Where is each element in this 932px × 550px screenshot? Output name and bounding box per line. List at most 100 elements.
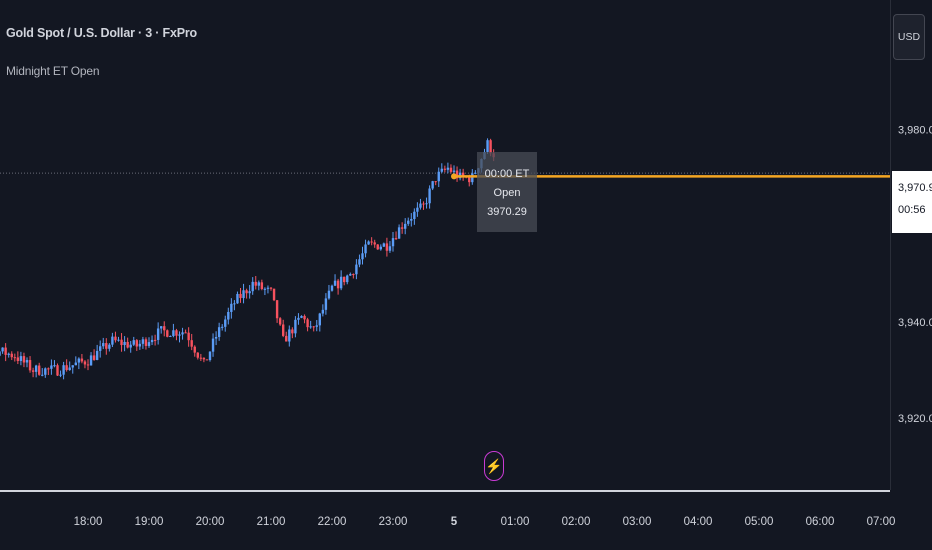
candle-body xyxy=(208,351,212,361)
candle-body xyxy=(358,259,361,265)
candle-body xyxy=(38,365,41,375)
symbol-title[interactable]: Gold Spot / U.S. Dollar · 3 · FxPro xyxy=(6,26,197,40)
candle-body xyxy=(248,291,251,294)
candle-body xyxy=(486,140,489,152)
candle-body xyxy=(346,275,349,283)
candle-body xyxy=(224,319,227,327)
candle-body xyxy=(211,338,215,352)
candle-body xyxy=(160,326,163,329)
open-line-tooltip: 00:00 ET Open 3970.29 xyxy=(477,152,537,232)
tooltip-value: 3970.29 xyxy=(487,206,527,218)
candle-body xyxy=(22,356,26,363)
candle-body xyxy=(266,287,270,289)
y-tick-label: 3,920.00 xyxy=(898,413,932,425)
candle-body xyxy=(330,285,334,291)
candle-body xyxy=(489,140,492,154)
candle-body xyxy=(214,337,218,339)
candle-body xyxy=(339,276,343,289)
candle-body xyxy=(7,353,10,355)
x-tick-label: 03:00 xyxy=(623,516,652,528)
candle-body xyxy=(452,170,456,172)
candle-body xyxy=(47,368,50,370)
y-tick-label: 3,980.00 xyxy=(898,125,932,137)
candle-body xyxy=(260,282,264,289)
lightning-bolt-icon[interactable]: ⚡ xyxy=(484,451,504,481)
candle-body xyxy=(391,238,395,247)
candle-body xyxy=(300,315,303,318)
candle-body xyxy=(242,290,245,299)
candle-body xyxy=(111,336,114,345)
candle-body xyxy=(227,311,230,320)
y-tick-label: 3,940.00 xyxy=(898,317,932,329)
candle-body xyxy=(16,357,20,361)
candle-body xyxy=(19,356,23,361)
candle-body xyxy=(144,339,148,346)
x-tick-label: 21:00 xyxy=(257,516,286,528)
candle-body xyxy=(205,359,209,361)
candle-body xyxy=(272,288,276,301)
candle-body xyxy=(28,360,32,371)
bar-countdown: 00:56 xyxy=(898,204,926,216)
candle-body xyxy=(404,223,407,229)
candle-body xyxy=(297,317,300,320)
candle-body xyxy=(437,171,440,182)
candle-body xyxy=(257,282,260,286)
candle-body xyxy=(62,365,65,375)
indicator-name[interactable]: Midnight ET Open xyxy=(6,64,100,78)
candle-body xyxy=(83,361,87,365)
candle-body xyxy=(120,339,123,346)
candle-body xyxy=(202,357,206,360)
candle-body xyxy=(99,346,102,351)
candle-body xyxy=(400,227,404,229)
candle-body xyxy=(1,347,4,352)
candle-body xyxy=(0,351,1,356)
candle-body xyxy=(129,344,132,348)
currency-button[interactable]: USD xyxy=(893,14,925,60)
candle-body xyxy=(13,357,16,359)
candle-body xyxy=(376,244,379,250)
candle-body xyxy=(254,281,257,286)
time-axis-separator xyxy=(0,490,890,492)
candle-body xyxy=(443,168,447,170)
candle-body xyxy=(163,326,166,331)
candle-body xyxy=(31,370,35,372)
candle-body xyxy=(181,332,184,335)
candle-body xyxy=(388,246,392,251)
candle-body xyxy=(59,374,62,376)
candle-body xyxy=(147,342,151,346)
candle-body xyxy=(141,339,145,344)
price-axis-separator xyxy=(890,0,891,490)
candle-body xyxy=(327,290,331,299)
candle-body xyxy=(382,243,386,247)
candle-body xyxy=(193,346,196,353)
candle-body xyxy=(196,352,199,358)
candle-body xyxy=(263,288,267,290)
candle-body xyxy=(294,319,297,334)
candle-body xyxy=(102,343,105,347)
candle-body xyxy=(474,172,477,174)
tooltip-label: 00:00 ET Open xyxy=(484,168,530,199)
candle-body xyxy=(138,343,142,347)
x-tick-label: 02:00 xyxy=(562,516,591,528)
x-tick-label: 01:00 xyxy=(501,516,530,528)
candle-body xyxy=(41,374,44,376)
candle-body xyxy=(184,332,187,334)
candle-body xyxy=(355,264,358,275)
candle-body xyxy=(187,332,190,341)
candle-body xyxy=(407,220,410,224)
candle-body xyxy=(425,203,428,205)
candle-body xyxy=(89,355,93,366)
candle-body xyxy=(80,358,84,362)
last-price-value: 3,970.96 xyxy=(898,182,932,194)
candle-body xyxy=(413,211,416,220)
candle-body xyxy=(385,243,389,251)
candle-body xyxy=(379,246,382,250)
x-tick-label: 5 xyxy=(451,516,458,528)
candle-body xyxy=(50,365,53,369)
x-tick-label: 22:00 xyxy=(318,516,347,528)
candle-body xyxy=(105,343,108,349)
candle-body xyxy=(269,287,273,289)
candle-body xyxy=(86,364,90,366)
candle-body xyxy=(278,318,282,325)
